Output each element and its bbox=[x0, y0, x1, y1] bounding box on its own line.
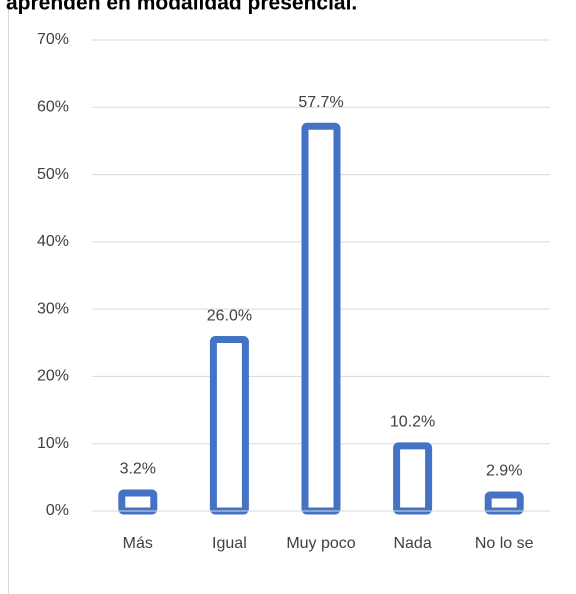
bar bbox=[393, 442, 433, 515]
bar bbox=[301, 122, 341, 515]
bar bbox=[484, 491, 524, 515]
y-tick-label: 60% bbox=[37, 99, 69, 116]
y-tick-label: 40% bbox=[37, 233, 69, 250]
data-label: 10.2% bbox=[390, 414, 435, 431]
y-tick-label: 20% bbox=[37, 368, 69, 385]
y-tick-label: 70% bbox=[37, 31, 69, 48]
y-tick-label: 50% bbox=[37, 166, 69, 183]
x-tick-label: Nada bbox=[393, 535, 431, 552]
chart-title: aprenden en modalidad presencial. bbox=[6, 0, 357, 15]
x-tick-label: No lo se bbox=[475, 535, 534, 552]
data-label: 2.9% bbox=[486, 463, 522, 480]
data-label: 57.7% bbox=[298, 94, 343, 111]
bar bbox=[118, 489, 158, 515]
x-tick-label: Muy poco bbox=[286, 535, 355, 552]
bar bbox=[209, 336, 249, 515]
y-tick-label: 0% bbox=[46, 502, 69, 519]
x-tick-label: Más bbox=[123, 535, 153, 552]
y-tick-label: 10% bbox=[37, 435, 69, 452]
y-tick-label: 30% bbox=[37, 300, 69, 317]
x-tick-label: Igual bbox=[212, 535, 247, 552]
data-label: 3.2% bbox=[120, 461, 156, 478]
data-label: 26.0% bbox=[207, 307, 252, 324]
